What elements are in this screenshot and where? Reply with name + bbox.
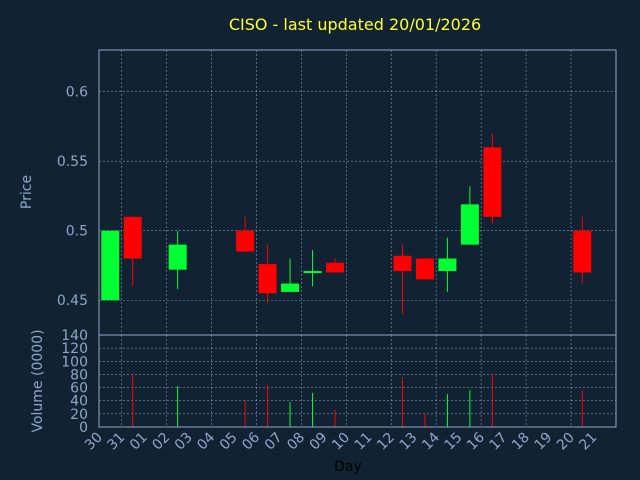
x-axis-label: Day [334,459,362,475]
candle-body [573,230,592,273]
price-axis-label: Price [19,175,35,209]
price-tick-label: 0.55 [57,154,88,170]
candle-body [415,258,434,280]
x-tick-label: 31 [104,430,128,454]
x-tick-label: 09 [307,430,331,454]
x-tick-label: 02 [149,430,173,454]
x-tick-label: 08 [284,430,308,454]
candle-body [460,204,479,245]
x-tick-label: 07 [262,430,286,454]
volume-tick-label: 0 [79,420,88,436]
x-tick-label: 01 [127,430,151,454]
x-tick-label: 19 [531,430,555,454]
x-tick-label: 06 [239,429,263,453]
price-axis: 0.45 0.5 0.55 0.6 [57,85,88,310]
volume-bars [132,374,583,427]
candle-body [168,244,187,270]
candle-body [393,255,412,272]
candle-body [258,264,277,294]
price-panel-frame [98,49,617,336]
x-tick-label: 03 [172,430,196,454]
volume-grid [99,334,616,428]
volume-panel-frame [98,334,617,428]
volume-tick-label: 60 [70,381,88,397]
x-tick-label: 20 [554,430,578,454]
x-tick-label: 16 [464,429,488,453]
x-tick-label: 18 [509,430,533,454]
volume-tick-label: 140 [61,328,88,344]
x-tick-label: 14 [419,429,443,453]
candle-body [236,230,255,252]
volume-tick-label: 100 [61,354,88,370]
candle-body [483,147,502,217]
candle-body [281,283,300,292]
volume-tick-label: 20 [70,407,88,423]
x-tick-label: 10 [329,430,353,454]
price-grid [99,50,616,335]
price-tick-label: 0.6 [66,85,88,101]
x-tick-label: 11 [352,430,376,454]
candles [101,133,592,315]
x-axis: 3031010203040506070809101112131415161718… [82,429,600,453]
x-tick-label: 05 [217,430,241,454]
price-tick-label: 0.45 [57,293,88,309]
price-tick-label: 0.5 [66,224,88,240]
volume-axis-label: Volume (0000) [30,329,46,432]
x-tick-label: 17 [487,430,511,454]
candle-body [438,258,457,272]
volume-tick-label: 80 [70,367,88,383]
x-tick-label: 04 [194,429,218,453]
x-tick-label: 13 [397,430,421,454]
x-tick-label: 21 [576,430,600,454]
candle-body [101,230,120,301]
x-tick-label: 12 [374,430,398,454]
volume-tick-label: 120 [61,341,88,357]
volume-tick-label: 40 [70,394,88,410]
candle-body [123,216,142,259]
x-tick-label: 15 [442,430,466,454]
candle-body [326,262,345,273]
candle-body [303,271,322,274]
chart-title: CISO - last updated 20/01/2026 [229,15,481,34]
